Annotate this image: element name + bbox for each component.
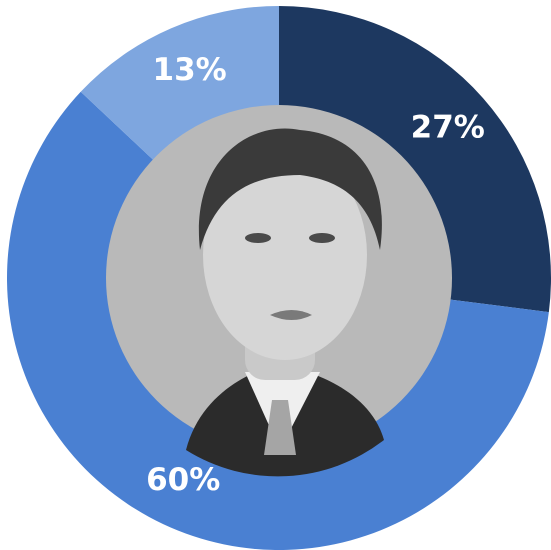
value-label: 27% [411, 110, 485, 146]
right-eye [309, 233, 335, 243]
value-label: 13% [153, 52, 227, 88]
face [203, 150, 367, 360]
portrait [106, 105, 452, 477]
mouth [270, 310, 312, 320]
left-eye [245, 233, 271, 243]
donut-slice [7, 91, 549, 550]
tie [264, 400, 296, 455]
donut [7, 6, 551, 550]
value-label: 60% [146, 462, 220, 498]
hair [198, 128, 382, 250]
donut-slice [279, 6, 551, 313]
donut-slice [80, 6, 279, 161]
labels: 27% 60% 13% [146, 52, 485, 498]
